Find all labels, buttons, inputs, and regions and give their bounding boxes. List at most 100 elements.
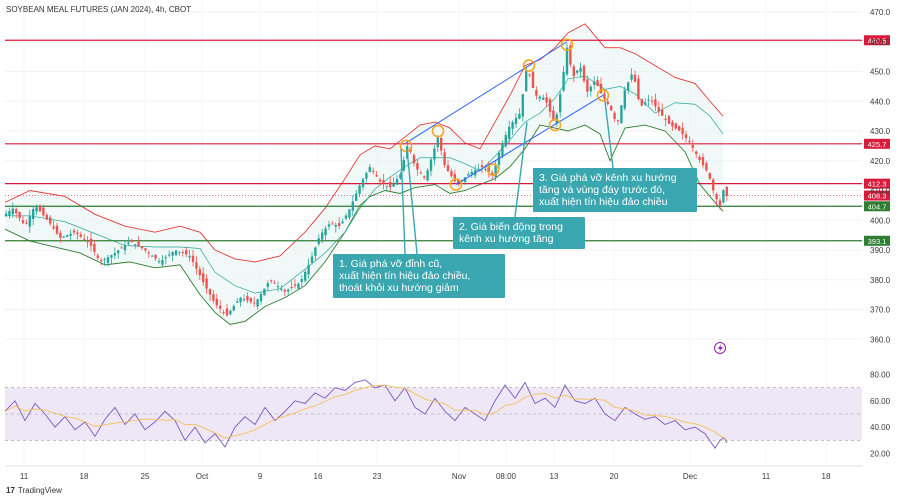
candle-body xyxy=(644,102,647,105)
level-price-badge xyxy=(864,35,890,46)
candle-body xyxy=(164,257,167,259)
candle-body xyxy=(86,241,89,243)
candle-body xyxy=(667,116,671,124)
candle-body xyxy=(691,144,694,148)
last-price-badge xyxy=(864,190,890,201)
candle-body xyxy=(647,99,650,101)
touch-point-marker xyxy=(560,38,574,52)
candle-body xyxy=(76,232,79,235)
candle-body xyxy=(215,298,218,306)
candle-body xyxy=(96,255,99,258)
candle-body xyxy=(412,155,416,164)
candle-body xyxy=(191,255,195,262)
candle-body xyxy=(38,206,42,212)
candle-body xyxy=(392,183,395,187)
candle-body xyxy=(45,215,48,220)
candle-body xyxy=(280,288,283,290)
candle-body xyxy=(385,185,388,187)
trend-channel xyxy=(399,38,614,255)
candle-body xyxy=(402,160,405,171)
candle-body xyxy=(555,114,558,124)
candle-body xyxy=(317,238,320,245)
candle-body xyxy=(684,134,688,139)
price-tick-label: 400.0 xyxy=(870,216,891,225)
candle-body xyxy=(542,97,545,100)
candle-body xyxy=(630,74,633,80)
time-tick-label: 18 xyxy=(822,472,831,481)
price-tick-label: 420.0 xyxy=(870,157,891,166)
candle-body xyxy=(232,306,235,311)
candle-body xyxy=(283,289,286,292)
candle-body xyxy=(355,193,358,201)
candle-body xyxy=(11,208,14,215)
level-price-badge xyxy=(864,201,890,212)
candle-body xyxy=(419,172,422,174)
lightning-icon[interactable] xyxy=(714,342,726,354)
candle-body xyxy=(358,185,361,194)
candle-body xyxy=(508,126,511,139)
candle-body xyxy=(559,94,562,113)
rsi-ma-line xyxy=(4,384,728,441)
candle-body xyxy=(69,233,72,236)
price-tick-label: 450.0 xyxy=(870,68,891,77)
candle-body xyxy=(593,81,596,85)
candle-body xyxy=(178,251,181,253)
candle-body xyxy=(66,235,69,237)
candle-body xyxy=(249,298,252,302)
candle-body xyxy=(361,179,365,187)
candle-body xyxy=(256,299,259,307)
candle-body xyxy=(501,143,504,156)
candle-body xyxy=(117,250,120,254)
candle-body xyxy=(375,175,378,177)
candle-body xyxy=(657,107,660,112)
candle-body xyxy=(25,222,28,224)
tradingview-logo[interactable]: 17 TradingView xyxy=(6,486,62,495)
candle-body xyxy=(528,74,531,76)
price-tick-label: 460.0 xyxy=(870,38,891,47)
price-tick-label: 410.0 xyxy=(870,187,891,196)
candle-body xyxy=(620,105,623,123)
candle-body xyxy=(722,190,725,203)
candle-body xyxy=(188,255,191,258)
time-tick-label: 11 xyxy=(762,472,771,481)
level-price-label: 460.5 xyxy=(868,36,887,45)
candle-body xyxy=(205,278,208,289)
candle-body xyxy=(239,297,242,303)
candle-body xyxy=(106,257,110,263)
support-resistance-levels: 460.5 425.7 412.3 404.7 393.1 408.3 xyxy=(5,35,890,246)
candle-body xyxy=(263,288,266,296)
candle-body xyxy=(395,179,399,185)
candle-body xyxy=(494,165,497,178)
time-tick-label: 18 xyxy=(80,472,89,481)
note3-pointer xyxy=(604,101,614,169)
tradingview-mark: 17 xyxy=(6,486,15,495)
candle-body xyxy=(171,251,174,256)
candle-body xyxy=(42,207,45,216)
candlesticks xyxy=(4,43,728,317)
annotation-note-3: 3. Giá phá vỡ kênh xu hướng tăng và vùng… xyxy=(533,168,697,212)
candle-body xyxy=(154,254,157,259)
candle-body xyxy=(565,47,569,75)
time-tick-label: 20 xyxy=(610,472,619,481)
candle-body xyxy=(62,236,65,238)
candle-body xyxy=(440,137,443,151)
candle-body xyxy=(242,299,246,301)
candle-body xyxy=(552,110,555,121)
rsi-panel: 80.00 60.00 40.00 20.00 xyxy=(4,371,891,458)
touch-point-marker xyxy=(548,118,562,132)
candle-body xyxy=(293,284,297,286)
candle-body xyxy=(93,243,96,252)
candle-body xyxy=(229,310,232,315)
candle-body xyxy=(300,278,303,283)
candle-body xyxy=(531,71,535,88)
candle-body xyxy=(327,224,331,227)
bb-upper-line xyxy=(4,23,724,263)
candle-body xyxy=(436,137,439,148)
annotation-note-2: 2. Giá biến động trong kênh xu hướng tăn… xyxy=(453,217,585,249)
candle-body xyxy=(103,259,106,261)
candle-body xyxy=(423,176,426,178)
candle-body xyxy=(21,220,25,224)
candle-body xyxy=(32,209,35,220)
candle-body xyxy=(701,157,705,166)
candle-body xyxy=(324,228,327,236)
